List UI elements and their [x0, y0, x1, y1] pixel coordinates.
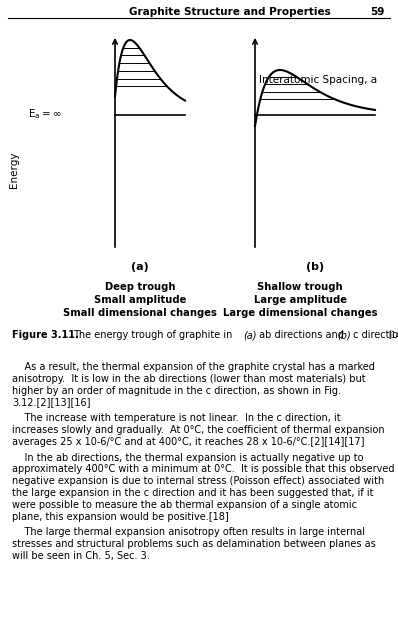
Text: Interatomic Spacing, a: Interatomic Spacing, a: [259, 75, 377, 85]
Text: (b): (b): [337, 330, 351, 340]
Text: increases slowly and gradually.  At 0°C, the coefficient of thermal expansion: increases slowly and gradually. At 0°C, …: [12, 425, 384, 435]
Text: approximately 400°C with a minimum at 0°C.  It is possible that this observed: approximately 400°C with a minimum at 0°…: [12, 465, 394, 474]
Text: c direction.: c direction.: [350, 330, 398, 340]
Text: 3.12.[2][13][16]: 3.12.[2][13][16]: [12, 397, 90, 408]
Text: 59: 59: [371, 7, 385, 17]
Text: Large dimensional changes: Large dimensional changes: [223, 308, 377, 318]
Text: Small amplitude: Small amplitude: [94, 295, 186, 305]
Text: Figure 3.11.: Figure 3.11.: [12, 330, 79, 340]
Text: The large thermal expansion anisotropy often results in large internal: The large thermal expansion anisotropy o…: [12, 527, 365, 538]
Text: (a): (a): [131, 262, 149, 272]
Text: the large expansion in the c direction and it has been suggested that, if it: the large expansion in the c direction a…: [12, 488, 373, 498]
Text: [14]: [14]: [388, 330, 398, 339]
Text: Shallow trough: Shallow trough: [257, 282, 343, 292]
Text: In the ab directions, the thermal expansion is actually negative up to: In the ab directions, the thermal expans…: [12, 452, 363, 463]
Text: The energy trough of graphite in: The energy trough of graphite in: [73, 330, 236, 340]
Text: anisotropy.  It is low in the ab directions (lower than most materials) but: anisotropy. It is low in the ab directio…: [12, 374, 366, 384]
Text: were possible to measure the ab thermal expansion of a single atomic: were possible to measure the ab thermal …: [12, 500, 357, 510]
Text: stresses and structural problems such as delamination between planes as: stresses and structural problems such as…: [12, 539, 376, 549]
Text: averages 25 x 10-6/°C and at 400°C, it reaches 28 x 10-6/°C.[2][14][17]: averages 25 x 10-6/°C and at 400°C, it r…: [12, 437, 365, 447]
Text: Graphite Structure and Properties: Graphite Structure and Properties: [129, 7, 331, 17]
Text: higher by an order of magnitude in the c direction, as shown in Fig.: higher by an order of magnitude in the c…: [12, 385, 341, 396]
Text: Large amplitude: Large amplitude: [254, 295, 347, 305]
Text: (b): (b): [306, 262, 324, 272]
Text: $\mathsf{E_a = \infty}$: $\mathsf{E_a = \infty}$: [28, 107, 62, 121]
Text: The increase with temperature is not linear.  In the c direction, it: The increase with temperature is not lin…: [12, 413, 341, 423]
Text: negative expansion is due to internal stress (Poisson effect) associated with: negative expansion is due to internal st…: [12, 476, 384, 486]
Text: As a result, the thermal expansion of the graphite crystal has a marked: As a result, the thermal expansion of th…: [12, 362, 375, 372]
Text: (a): (a): [243, 330, 256, 340]
Text: will be seen in Ch. 5, Sec. 3.: will be seen in Ch. 5, Sec. 3.: [12, 551, 150, 561]
Text: Deep trough: Deep trough: [105, 282, 175, 292]
Text: Small dimensional changes: Small dimensional changes: [63, 308, 217, 318]
Text: ab directions and: ab directions and: [256, 330, 347, 340]
Text: Energy: Energy: [9, 152, 19, 188]
Text: plane, this expansion would be positive.[18]: plane, this expansion would be positive.…: [12, 511, 229, 522]
